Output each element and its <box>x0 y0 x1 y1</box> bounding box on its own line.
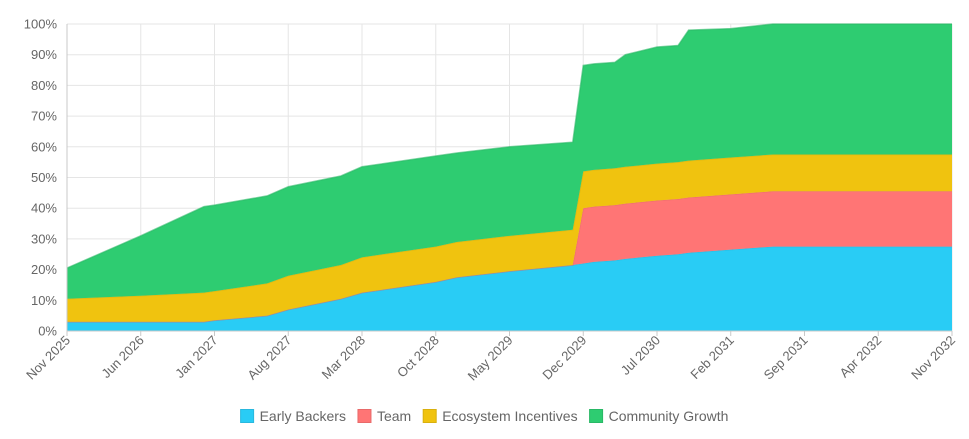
y-tick-label: 80% <box>31 78 57 93</box>
legend-item-early-backers[interactable]: Early Backers <box>240 408 346 424</box>
legend-swatch <box>422 409 437 423</box>
legend-item-ecosystem-incentives[interactable]: Ecosystem Incentives <box>422 408 578 424</box>
x-tick-label: Mar 2028 <box>319 333 368 382</box>
y-tick-label: 0% <box>38 324 57 339</box>
x-tick-label: Apr 2032 <box>836 333 884 381</box>
legend-label: Community Growth <box>609 408 729 424</box>
legend-item-community-growth[interactable]: Community Growth <box>589 408 729 424</box>
y-tick-label: 50% <box>31 170 57 185</box>
x-tick-label: Feb 2031 <box>687 333 736 382</box>
y-tick-label: 10% <box>31 293 57 308</box>
x-tick-label: Sep 2031 <box>761 333 811 383</box>
x-tick-label: Jun 2026 <box>98 333 146 381</box>
y-tick-label: 60% <box>31 139 57 154</box>
y-tick-label: 20% <box>31 262 57 277</box>
y-tick-label: 70% <box>31 109 57 124</box>
x-tick-label: Jul 2030 <box>618 333 663 378</box>
x-tick-label: Aug 2027 <box>244 333 294 383</box>
legend-label: Early Backers <box>260 408 346 424</box>
legend-label: Ecosystem Incentives <box>442 408 577 424</box>
x-tick-label: Jan 2027 <box>172 333 220 381</box>
x-tick-label: Nov 2025 <box>23 333 73 383</box>
y-tick-label: 100% <box>24 17 58 32</box>
x-tick-label: May 2029 <box>465 333 516 384</box>
legend-swatch <box>357 409 372 423</box>
legend-label: Team <box>377 408 411 424</box>
area-ecosystem-incentives <box>67 154 952 322</box>
x-tick-label: Oct 2028 <box>394 333 442 381</box>
x-tick-label: Dec 2029 <box>539 333 589 383</box>
legend-item-team[interactable]: Team <box>357 408 411 424</box>
area-series <box>66 23 952 331</box>
x-axis-ticks: Nov 2025 Jun 2026 Jan 2027 Aug 2027 Mar 2028… <box>23 331 958 383</box>
y-tick-label: 90% <box>31 47 57 62</box>
legend: Early Backers Team Ecosystem Incentives Com… <box>240 408 729 424</box>
x-tick-label: Nov 2032 <box>908 333 958 383</box>
area-team <box>67 191 952 322</box>
legend-swatch <box>240 409 255 423</box>
y-tick-label: 30% <box>31 231 57 246</box>
y-tick-label: 40% <box>31 201 57 216</box>
line-community-growth <box>66 23 952 269</box>
y-axis-ticks: 0% 10% 20% 30% 40% 50% 60% 70% 80% 90% 100% <box>24 17 58 339</box>
legend-swatch <box>589 409 604 423</box>
area-community-growth <box>67 24 952 299</box>
